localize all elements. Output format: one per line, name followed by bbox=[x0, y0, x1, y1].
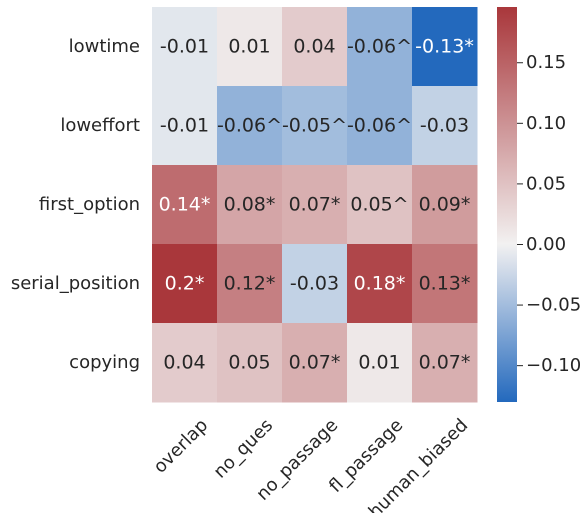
heatmap-cell-label: 0.12* bbox=[224, 273, 276, 295]
heatmap-cell-label: -0.01 bbox=[160, 115, 209, 137]
heatmap-cell bbox=[282, 244, 348, 324]
heatmap-cell bbox=[412, 7, 478, 87]
heatmap-cell bbox=[217, 7, 283, 87]
row-label: lowtime bbox=[69, 36, 140, 57]
heatmap-cell-label: 0.07* bbox=[289, 352, 341, 374]
row-label: serial_position bbox=[11, 273, 140, 294]
heatmap-cell bbox=[282, 165, 348, 245]
heatmap-cell-label: 0.04 bbox=[293, 36, 335, 58]
column-label: overlap bbox=[150, 415, 213, 478]
colorbar-tick-label: 0.10 bbox=[526, 113, 566, 134]
heatmap-cell bbox=[152, 323, 218, 403]
heatmap-cell-label: -0.06^ bbox=[347, 115, 412, 137]
colorbar-tick-label: 0.00 bbox=[526, 234, 566, 255]
heatmap-cell bbox=[152, 7, 218, 87]
heatmap-cell-label: -0.03 bbox=[420, 115, 469, 137]
heatmap-cell-label: 0.01 bbox=[358, 352, 400, 374]
heatmap-cell-labels: -0.01 0.01 0.04 -0.06^ -0.13*-0.01 -0.06^ -0.0… bbox=[159, 36, 474, 374]
heatmap-cell bbox=[152, 244, 218, 324]
heatmap-cell bbox=[347, 7, 413, 87]
heatmap-cell bbox=[282, 323, 348, 403]
heatmap-cell-label: -0.06^ bbox=[347, 36, 412, 58]
heatmap-cell-label: -0.13* bbox=[415, 36, 474, 58]
heatmap-cell bbox=[347, 86, 413, 166]
heatmap-cell-label: 0.07* bbox=[289, 194, 341, 216]
row-label: loweffort bbox=[60, 115, 140, 136]
heatmap-cell-label: 0.14* bbox=[159, 194, 211, 216]
colorbar-gradient bbox=[497, 7, 517, 402]
heatmap-cell bbox=[412, 165, 478, 245]
colorbar-tick-label: 0.15 bbox=[526, 52, 566, 73]
heatmap-cell-label: -0.03 bbox=[290, 273, 339, 295]
heatmap-cell-label: 0.08* bbox=[224, 194, 276, 216]
heatmap-cell bbox=[217, 323, 283, 403]
heatmap-cell bbox=[412, 86, 478, 166]
heatmap-cell bbox=[282, 7, 348, 87]
heatmap-cell bbox=[282, 86, 348, 166]
heatmap-cell-label: 0.09* bbox=[419, 194, 471, 216]
heatmap-cell bbox=[217, 244, 283, 324]
heatmap-cell-label: 0.13* bbox=[419, 273, 471, 295]
heatmap-cell bbox=[152, 165, 218, 245]
heatmap-cell bbox=[217, 86, 283, 166]
heatmap-cell bbox=[347, 165, 413, 245]
heatmap-cell bbox=[412, 323, 478, 403]
heatmap-cells bbox=[152, 7, 478, 403]
heatmap-cell-label: -0.01 bbox=[160, 36, 209, 58]
heatmap-cell bbox=[217, 165, 283, 245]
heatmap-cell-label: 0.01 bbox=[228, 36, 270, 58]
heatmap-cell-label: 0.04 bbox=[163, 352, 205, 374]
heatmap-cell-label: -0.05^ bbox=[282, 115, 347, 137]
heatmap-cell bbox=[412, 244, 478, 324]
heatmap-cell bbox=[347, 244, 413, 324]
heatmap-cell-label: 0.05 bbox=[228, 352, 270, 374]
heatmap-cell bbox=[152, 86, 218, 166]
colorbar-tick-label: −0.05 bbox=[526, 295, 581, 316]
column-label: no_ques bbox=[210, 415, 278, 483]
row-labels: lowtime loweffort first_option serial_posit… bbox=[11, 36, 140, 373]
heatmap-cell bbox=[347, 323, 413, 403]
heatmap-cell-label: 0.07* bbox=[419, 352, 471, 374]
heatmap-cell-label: -0.06^ bbox=[217, 115, 282, 137]
colorbar-tick-label: 0.05 bbox=[526, 173, 566, 194]
column-labels: overlapno_quesno_passagefl_passagehuman_… bbox=[150, 415, 473, 518]
colorbar: −0.10 −0.05 0.00 0.05 0.10 0.15 bbox=[497, 7, 581, 402]
colorbar-tick-label: −0.10 bbox=[526, 355, 581, 376]
row-label: copying bbox=[69, 352, 140, 373]
heatmap-cell-label: 0.05^ bbox=[350, 194, 408, 216]
heatmap-cell-label: 0.2* bbox=[165, 273, 205, 295]
row-label: first_option bbox=[39, 194, 140, 215]
heatmap-cell-label: 0.18* bbox=[354, 273, 406, 295]
